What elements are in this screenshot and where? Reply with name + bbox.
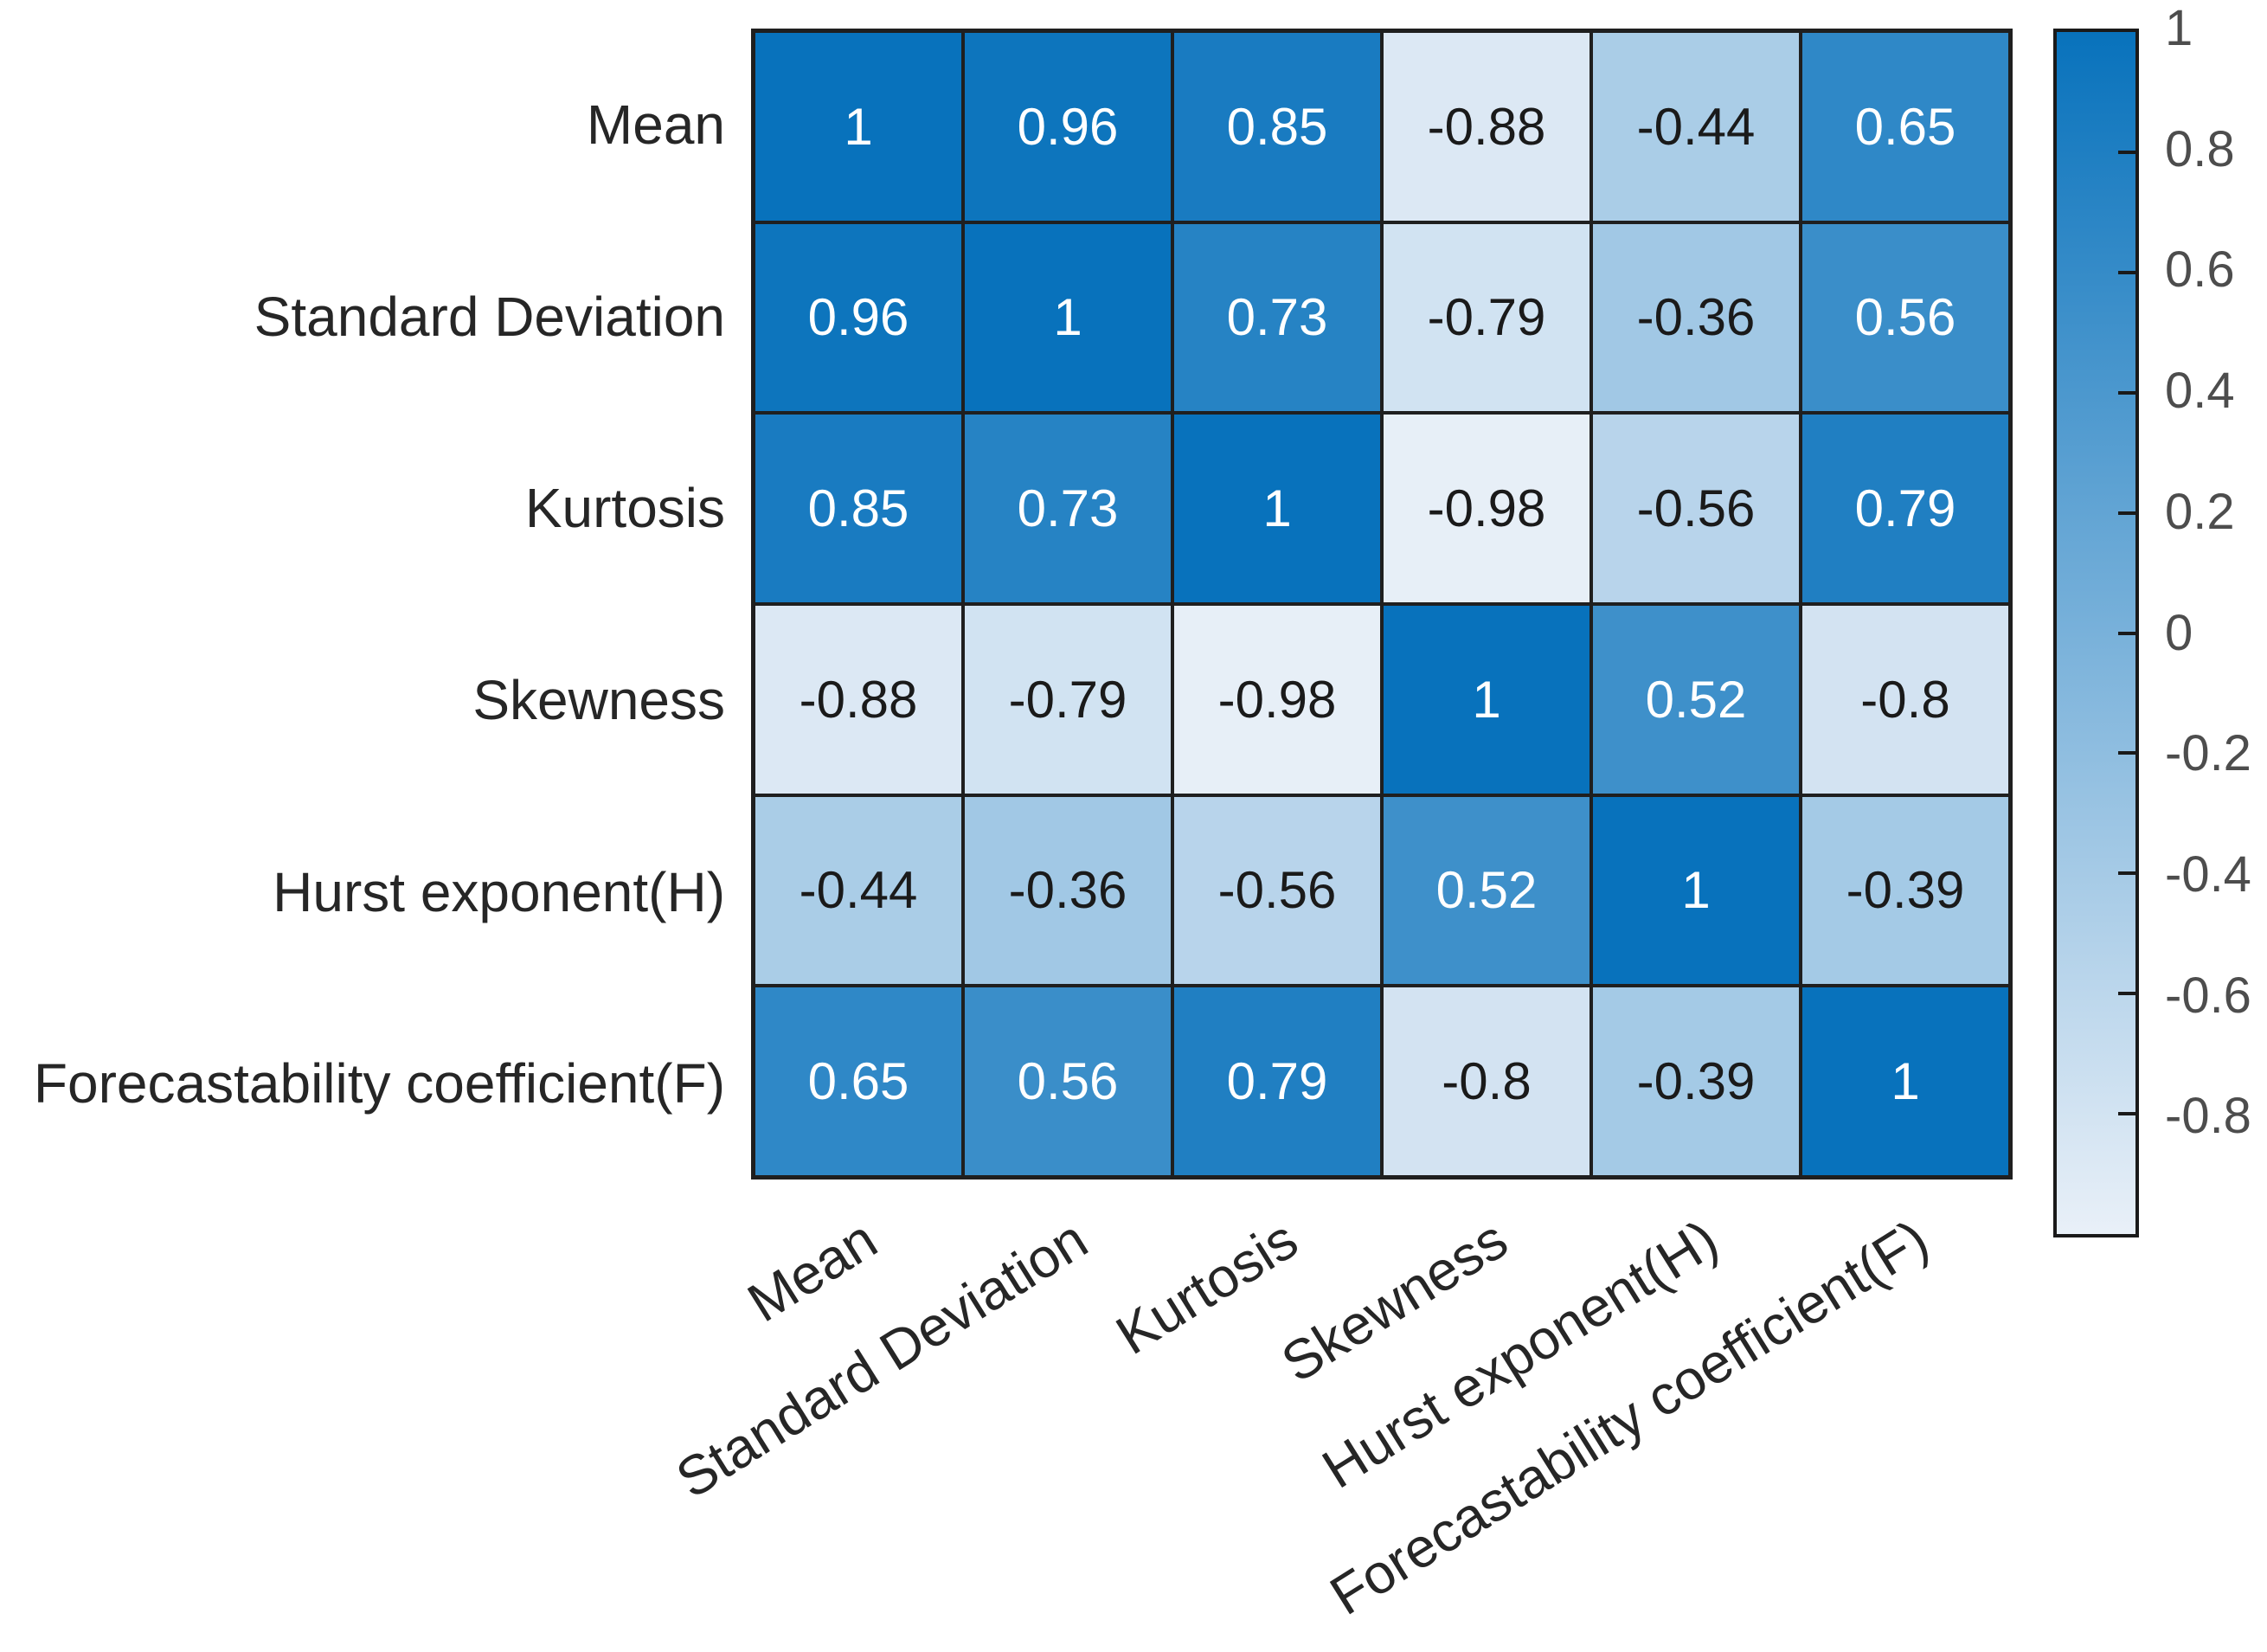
heatmap-cell: 1 [965,223,1171,412]
heatmap-cell: 0.96 [965,33,1171,221]
colorbar-tick-label: 0.8 [2165,121,2235,177]
colorbar-tick-label: -0.2 [2165,725,2251,781]
heatmap-cell: -0.56 [1174,796,1380,985]
colorbar-tick [2118,511,2135,515]
heatmap-cell: 0.56 [1802,223,2008,412]
heatmap-cell: 0.52 [1593,606,1799,794]
heatmap-cell: 0.79 [1174,987,1380,1175]
heatmap-cell: 1 [755,33,961,221]
heatmap-cell: 1 [1384,606,1589,794]
colorbar-tick-label: -0.6 [2165,967,2251,1024]
colorbar-tick-label: -0.4 [2165,846,2251,903]
heatmap-cell: 1 [1802,987,2008,1175]
heatmap-cell: -0.39 [1593,987,1799,1175]
colorbar-tick [2118,271,2135,274]
heatmap-cell: -0.88 [1384,33,1589,221]
heatmap-cell: -0.98 [1384,415,1589,602]
heatmap-cell: 0.65 [1802,33,2008,221]
colorbar-tick-label: 0.2 [2165,484,2235,540]
heatmap-cell: -0.44 [755,796,961,985]
x-axis-label: Mean [736,1207,888,1334]
heatmap-cell: -0.8 [1384,987,1589,1175]
heatmap-cell: -0.88 [755,606,961,794]
y-axis-label: Skewness [472,669,725,731]
y-axis-label: Mean [586,93,725,156]
heatmap-cell: 1 [1174,415,1380,602]
heatmap-cell: -0.98 [1174,606,1380,794]
colorbar [2053,29,2139,1237]
heatmap-cell: 0.96 [755,223,961,412]
colorbar-tick [2118,151,2135,154]
heatmap-cell: 0.73 [1174,223,1380,412]
colorbar-tick-label: 1 [2165,0,2193,56]
heatmap-cell: 0.65 [755,987,961,1175]
colorbar-tick-label: -0.8 [2165,1088,2251,1144]
colorbar-tick [2118,992,2135,995]
colorbar-tick-label: 0 [2165,605,2193,661]
colorbar-tick [2118,871,2135,875]
colorbar-tick [2118,391,2135,395]
heatmap-cell: 0.85 [1174,33,1380,221]
heatmap-cell: 0.79 [1802,415,2008,602]
heatmap-cell: -0.39 [1802,796,2008,985]
heatmap-cell: -0.44 [1593,33,1799,221]
colorbar-tick-label: 0.4 [2165,363,2235,419]
heatmap-cell: -0.36 [1593,223,1799,412]
heatmap-cell: 0.52 [1384,796,1589,985]
colorbar-tick-label: 0.6 [2165,241,2235,298]
y-axis-label: Kurtosis [524,477,725,539]
y-axis-label: Hurst exponent(H) [273,861,725,923]
heatmap-cell: -0.79 [1384,223,1589,412]
heatmap-grid: 1 0.96 0.85 -0.88 -0.44 0.65 0.96 1 0.73 -0.79 -0.… [751,29,2013,1180]
heatmap-cell: 0.73 [965,415,1171,602]
colorbar-tick [2118,1112,2135,1115]
heatmap-cell: -0.79 [965,606,1171,794]
heatmap-cell: -0.36 [965,796,1171,985]
colorbar-tick [2118,632,2135,635]
heatmap-cell: -0.8 [1802,606,2008,794]
y-axis-label: Standard Deviation [254,286,725,348]
heatmap-cell: 0.85 [755,415,961,602]
colorbar-tick [2118,751,2135,755]
heatmap-cell: 1 [1593,796,1799,985]
heatmap-cell: -0.56 [1593,415,1799,602]
y-axis-label: Forecastability coefficient(F) [33,1052,725,1115]
heatmap-cell: 0.56 [965,987,1171,1175]
